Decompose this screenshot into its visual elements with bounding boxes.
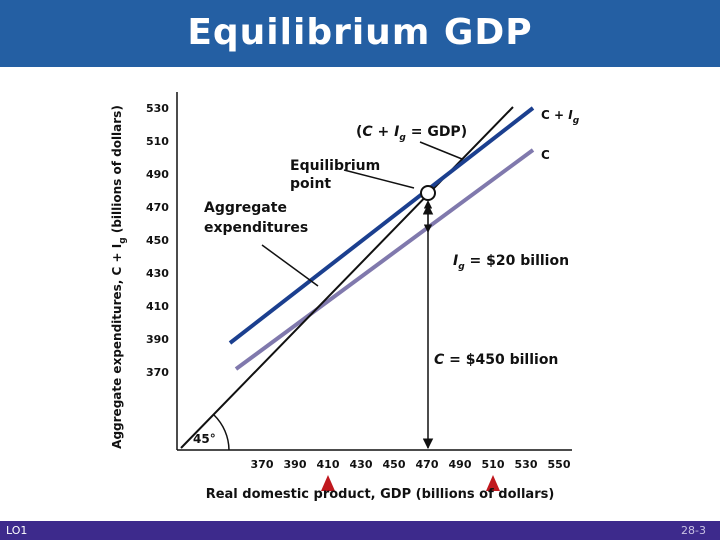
equilibrium-pointer: [343, 169, 415, 189]
learning-objective-label: LO1: [6, 524, 28, 537]
annotation-investment-value: Ig = $20 billion: [453, 253, 569, 272]
y-tick-label: 390: [146, 333, 169, 346]
annotation-aggregate-line1: Aggregate: [204, 200, 287, 216]
y-tick-label: 430: [146, 267, 169, 280]
annotation-aggregate-line2: expenditures: [204, 220, 308, 236]
x-tick-label: 510: [482, 458, 505, 471]
annotation-consumption-value: C = $450 billion: [434, 352, 558, 368]
angle-arc: [213, 414, 230, 451]
series-label-c: C: [541, 148, 550, 162]
consumption-line: [234, 148, 535, 371]
y-axis-title: Aggregate expenditures, C + Ig (billions…: [110, 105, 128, 449]
x-tick-label: 370: [251, 458, 274, 471]
forty-five-degree-line: [180, 106, 514, 449]
x-tick-label: 410: [317, 458, 340, 471]
y-tick-label: 490: [146, 168, 169, 181]
x-tick-label: 390: [284, 458, 307, 471]
y-tick-label: 450: [146, 234, 169, 247]
x-tick-label: 550: [548, 458, 571, 471]
footer-bar: LO1 28-3: [0, 521, 720, 540]
x-tick-label: 470: [416, 458, 439, 471]
angle-label: 45°: [193, 432, 216, 446]
y-tick-label: 410: [146, 300, 169, 313]
y-tick-label: 470: [146, 201, 169, 214]
x-axis-title: Real domestic product, GDP (billions of …: [206, 487, 555, 502]
c-plus-ig-line: [228, 106, 535, 345]
slide-number: 28-3: [681, 524, 706, 537]
annotation-c-plus-ig-equals-gdp: (C + Ig = GDP): [356, 124, 467, 143]
y-tick-label: 510: [146, 135, 169, 148]
marker-triangle: [321, 475, 335, 491]
y-tick-label: 370: [146, 366, 169, 379]
series-label-c-plus-ig: C + Ig: [541, 108, 580, 126]
x-tick-label: 450: [383, 458, 406, 471]
x-tick-label: 530: [515, 458, 538, 471]
equilibrium-chart: 370 390 410 430 450 470 490 510 530 370 390 410 430 4…: [110, 92, 580, 502]
x-tick-label: 490: [449, 458, 472, 471]
annotation-equilibrium-line2: point: [290, 176, 331, 192]
equilibrium-point-marker: [420, 185, 436, 201]
aggregate-pointer: [261, 244, 319, 287]
slide-title: Equilibrium GDP: [187, 12, 533, 53]
marker-triangle: [486, 475, 500, 491]
gdp-line-pointer: [419, 141, 463, 160]
title-bar: Equilibrium GDP: [0, 0, 720, 67]
y-tick-label: 530: [146, 102, 169, 115]
x-tick-label: 430: [350, 458, 373, 471]
annotation-equilibrium-line1: Equilibrium: [290, 158, 380, 174]
